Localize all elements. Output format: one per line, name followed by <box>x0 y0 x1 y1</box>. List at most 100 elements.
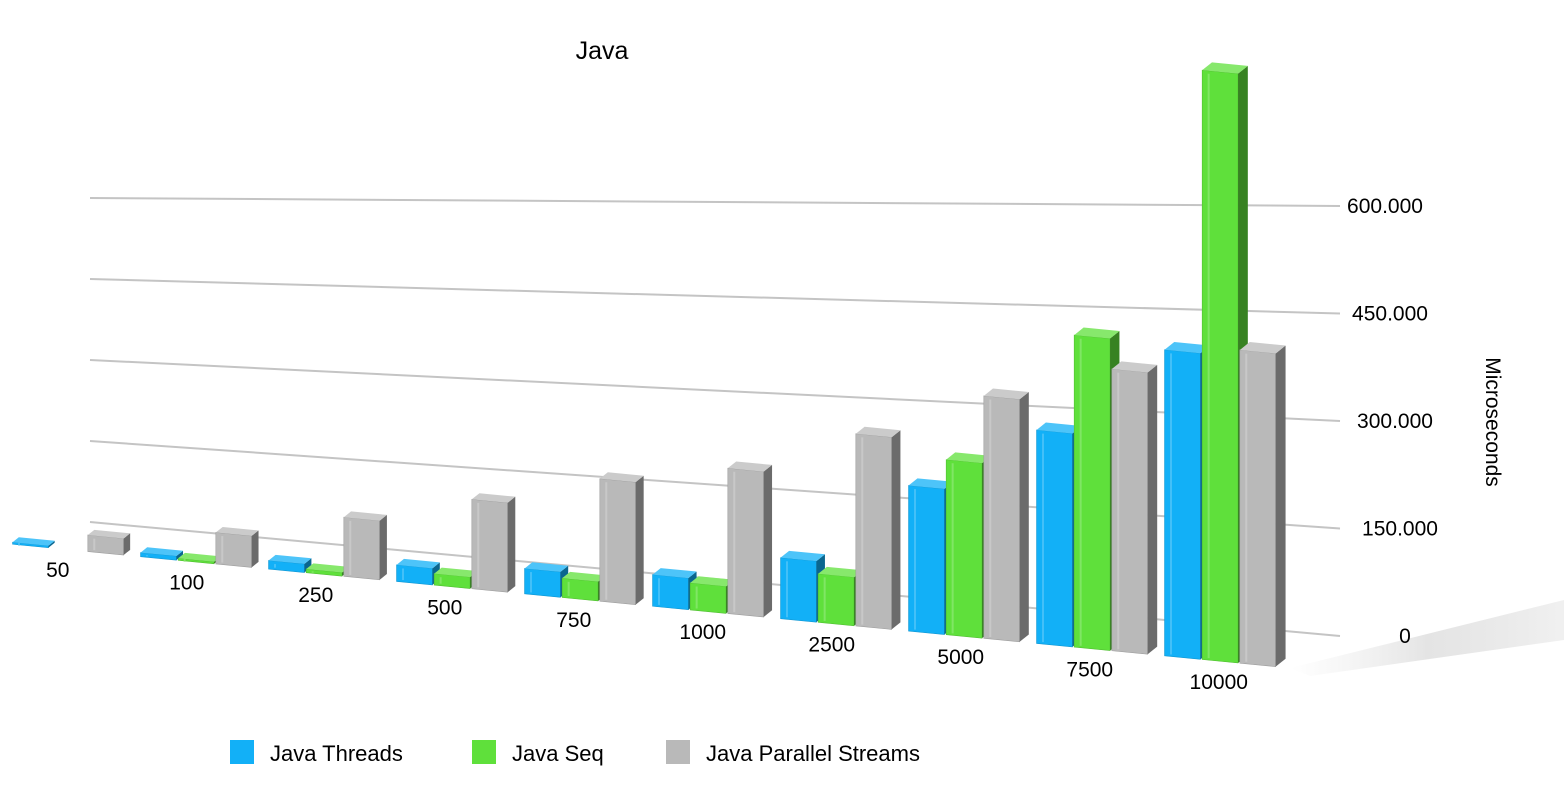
bar-top <box>818 566 863 578</box>
bar-java-parallel-streams-100 <box>215 526 259 568</box>
legend-label: Java Seq <box>512 741 604 766</box>
bars <box>12 62 1286 667</box>
y-tick-label: 450.000 <box>1352 303 1428 326</box>
bar-top <box>1202 62 1248 74</box>
bar-top <box>1074 327 1120 339</box>
bar-top <box>599 472 644 483</box>
legend-label: Java Parallel Streams <box>706 741 920 766</box>
bar-side <box>507 496 516 593</box>
y-axis-title: Microseconds <box>1481 357 1504 487</box>
bar-front <box>1239 349 1276 667</box>
bar-front <box>524 568 561 598</box>
x-tick-label: 100 <box>169 572 204 595</box>
x-tick-label: 10000 <box>1190 671 1248 694</box>
bar-front <box>727 467 764 618</box>
bar-front <box>561 577 599 602</box>
bar-top <box>946 452 992 464</box>
bar-side <box>1019 391 1029 642</box>
legend: Java Threads Java Seq Java Parallel Stream… <box>230 740 920 766</box>
bar-front <box>396 564 433 586</box>
bar-side <box>176 550 184 561</box>
bar-java-parallel-streams-10000 <box>1239 342 1286 667</box>
bar-java-seq-750 <box>561 571 606 602</box>
y-tick-label: 0 <box>1399 625 1411 648</box>
y-axis-ticks: 0 150.000 300.000 450.000 600.000 <box>1347 195 1438 648</box>
bar-front <box>983 395 1020 643</box>
legend-swatch <box>666 740 690 764</box>
bar-top <box>268 554 312 564</box>
bar-front <box>1036 429 1073 648</box>
bar-side <box>123 533 131 556</box>
bar-front <box>87 534 124 556</box>
bar-front <box>343 516 380 581</box>
bar-top <box>178 552 221 562</box>
bar-top <box>690 576 735 587</box>
bar-java-parallel-streams-750 <box>599 472 644 605</box>
bar-java-threads-500 <box>396 558 440 586</box>
floor-shadow <box>1290 600 1564 676</box>
bar-java-seq-250 <box>305 563 350 577</box>
x-axis-ticks: 50 100 250 500 750 1000 2500 5000 7500 10000 <box>46 559 1248 694</box>
y-tick-label: 300.000 <box>1357 410 1433 433</box>
bar-side <box>1275 345 1286 667</box>
bar-side <box>635 475 644 605</box>
bar-front <box>1073 334 1111 651</box>
bar-front <box>780 557 817 623</box>
bar-top <box>1036 422 1082 434</box>
bar-front <box>652 574 689 611</box>
bar-front <box>908 485 945 635</box>
bar-side <box>251 530 259 568</box>
gridline <box>89 197 1341 207</box>
legend-label: Java Threads <box>270 741 403 766</box>
bar-front <box>689 582 727 614</box>
bar-top <box>140 547 184 557</box>
x-tick-label: 2500 <box>808 634 855 657</box>
bar-top <box>1239 342 1286 354</box>
chart-title: Java <box>576 37 629 65</box>
bar-side <box>891 430 901 630</box>
bar-top <box>1111 361 1158 373</box>
bar-top <box>471 493 516 503</box>
bar-java-threads-750 <box>524 562 569 598</box>
bar-top <box>434 567 478 578</box>
x-tick-label: 7500 <box>1066 658 1113 681</box>
bar-top <box>12 537 55 546</box>
bar-top <box>780 550 825 562</box>
bar-top <box>727 461 773 472</box>
bar-front <box>1111 368 1148 655</box>
bar-java-seq-500 <box>433 567 478 589</box>
bar-java-parallel-streams-250 <box>343 511 387 581</box>
bar-top <box>562 571 606 582</box>
x-tick-label: 50 <box>46 559 69 582</box>
bar-side <box>763 464 773 618</box>
x-tick-label: 750 <box>556 609 591 632</box>
bar-java-parallel-streams-2500 <box>855 426 901 630</box>
bar-front <box>817 573 855 627</box>
bar-side <box>48 540 55 548</box>
bar-java-parallel-streams-1000 <box>727 461 773 618</box>
x-tick-label: 5000 <box>937 646 984 669</box>
y-tick-label: 600.000 <box>1347 195 1423 218</box>
bar-front <box>471 498 508 593</box>
bar-java-seq-2500 <box>817 566 863 627</box>
bar-top <box>343 511 387 521</box>
bar-top <box>1164 341 1211 354</box>
bar-front <box>215 532 252 568</box>
bar-top <box>306 563 350 573</box>
bar-side <box>1147 364 1158 655</box>
floor-shadow-band <box>1290 600 1564 676</box>
x-tick-label: 1000 <box>679 621 726 644</box>
x-tick-label: 250 <box>298 584 333 607</box>
bar-java-seq-100 <box>177 552 221 565</box>
bar-top <box>652 568 697 579</box>
bar-java-parallel-streams-50 <box>87 529 131 556</box>
bar-top <box>908 478 954 489</box>
bar-top <box>87 529 131 539</box>
y-tick-label: 150.000 <box>1362 518 1438 541</box>
bar-java-parallel-streams-7500 <box>1111 361 1158 655</box>
bar-java-parallel-streams-500 <box>471 493 516 593</box>
legend-swatch <box>472 740 496 764</box>
bar-top <box>983 388 1029 400</box>
bar-side <box>379 514 387 580</box>
